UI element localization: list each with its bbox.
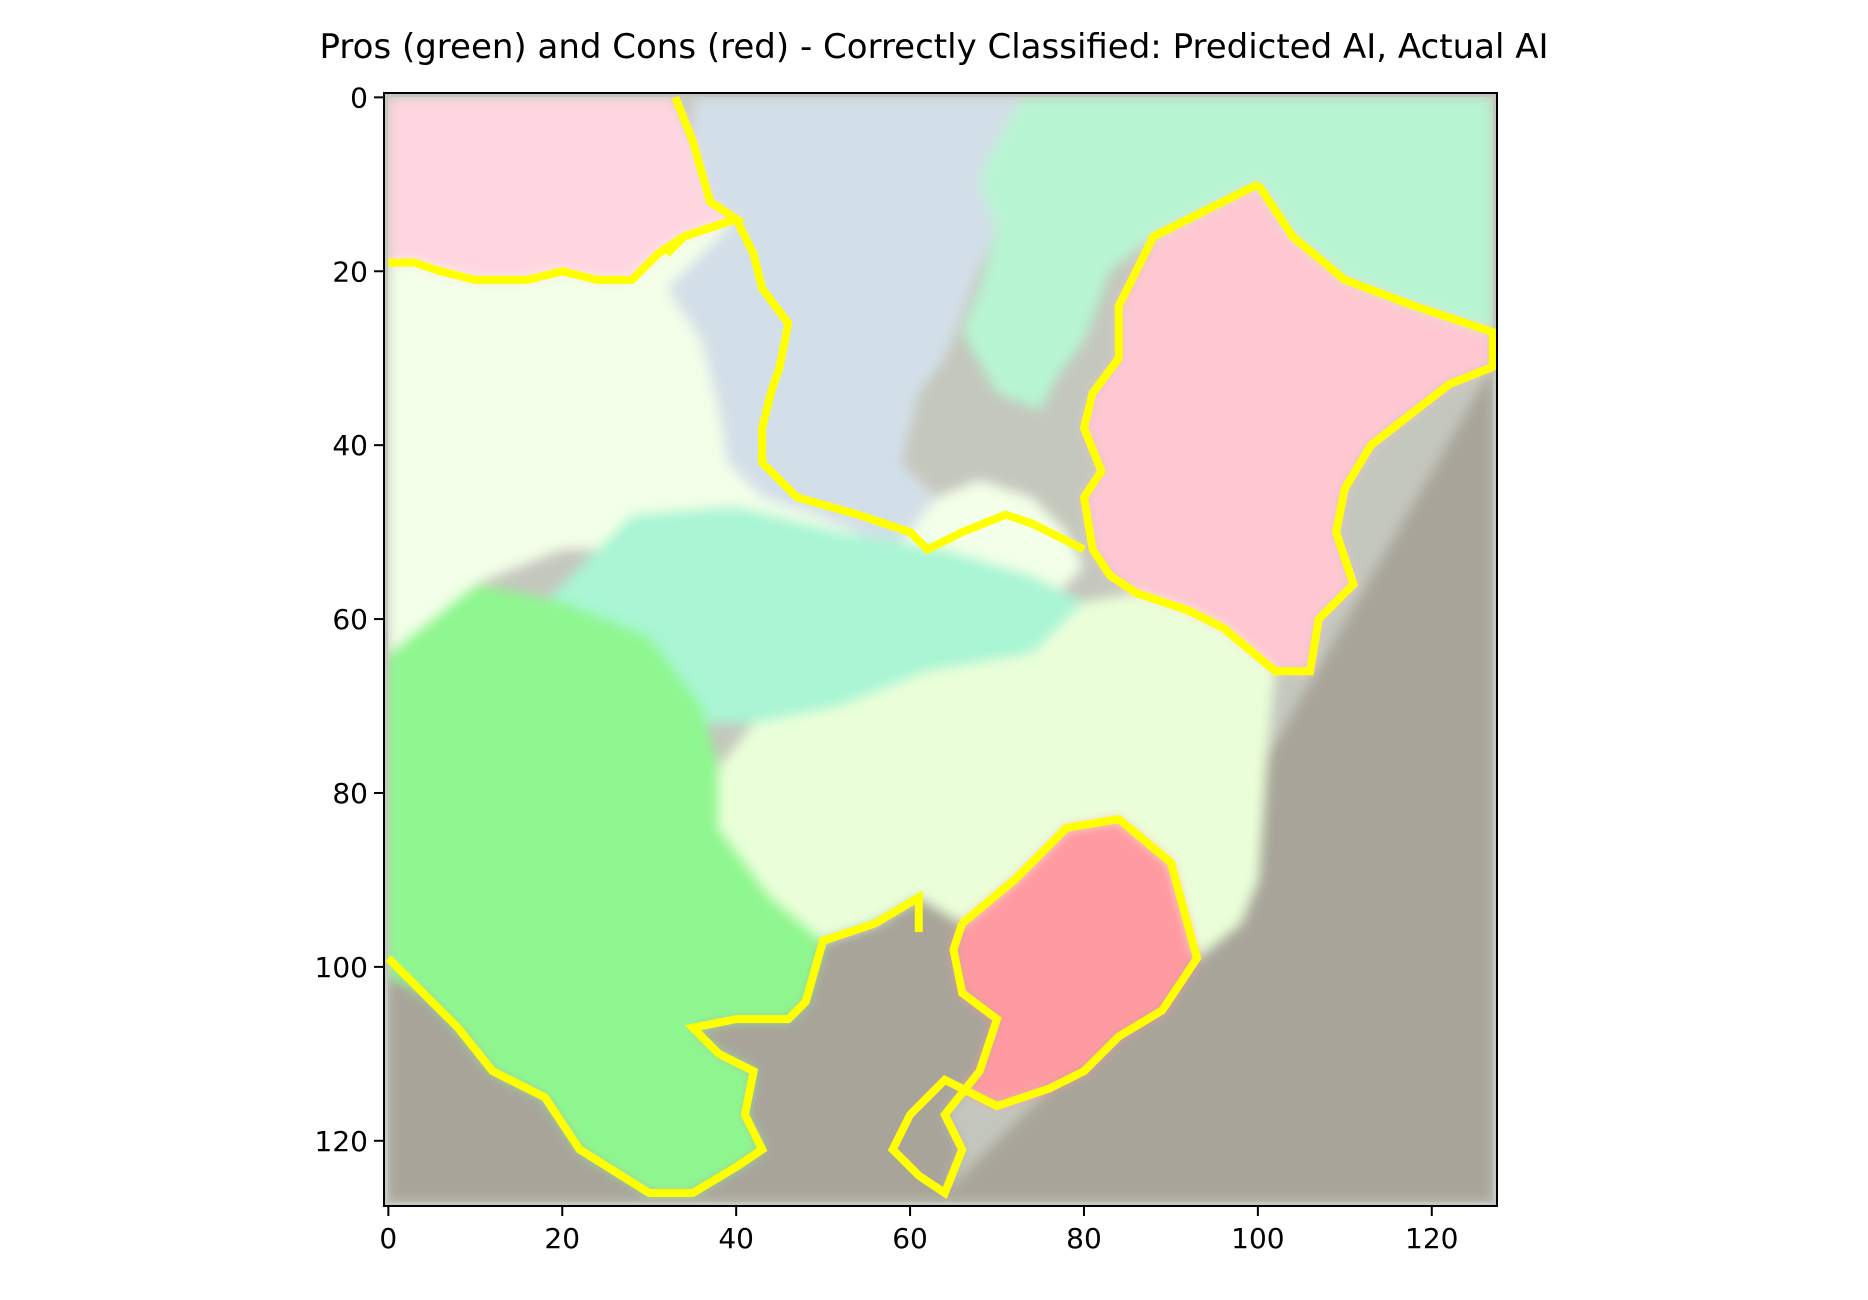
neutral-region-9 (388, 366, 1493, 1202)
y-tick-label-0: 0 (350, 81, 368, 114)
x-axis: 0 20 40 60 80 100 120 (379, 1206, 1459, 1255)
neutral-region-1 (666, 97, 1024, 559)
pro-region-6 (718, 593, 1276, 959)
segment-boundary-4 (385, 890, 923, 1197)
x-tick-label-6: 120 (1405, 1222, 1458, 1255)
segment-boundary-1 (663, 95, 746, 257)
y-tick-label-3: 60 (332, 603, 368, 636)
con-region-8 (892, 819, 1197, 1193)
plot-frame (383, 92, 1498, 1207)
x-tick-label-5: 100 (1231, 1222, 1284, 1255)
segment-boundary-0 (388, 215, 738, 284)
x-tick-label-3: 60 (892, 1222, 928, 1255)
pro-region-7 (388, 584, 824, 1193)
y-tick-label-6: 120 (315, 1125, 368, 1158)
regions-layer (388, 97, 1493, 1202)
x-tick-label-1: 20 (544, 1222, 580, 1255)
segment-boundary-2 (732, 217, 1086, 555)
segment-boundary-5 (887, 814, 1202, 1200)
segment-boundaries (385, 95, 1497, 1200)
pro-region-2 (962, 97, 1493, 411)
con-region-3 (1084, 184, 1493, 672)
y-tick-label-5: 100 (315, 951, 368, 984)
x-tick-label-2: 40 (718, 1222, 754, 1255)
x-tick-label-4: 80 (1066, 1222, 1102, 1255)
x-tick-label-0: 0 (379, 1222, 397, 1255)
chart-title: Pros (green) and Cons (red) - Correctly … (320, 27, 1549, 67)
y-axis: 0 20 40 60 80 100 120 (315, 81, 384, 1158)
y-tick-label-1: 20 (332, 255, 368, 288)
segment-boundary-3 (1079, 180, 1497, 676)
con-region-0 (388, 97, 737, 280)
y-tick-label-2: 40 (332, 429, 368, 462)
y-tick-label-4: 80 (332, 777, 368, 810)
image-layer (384, 93, 1497, 1206)
